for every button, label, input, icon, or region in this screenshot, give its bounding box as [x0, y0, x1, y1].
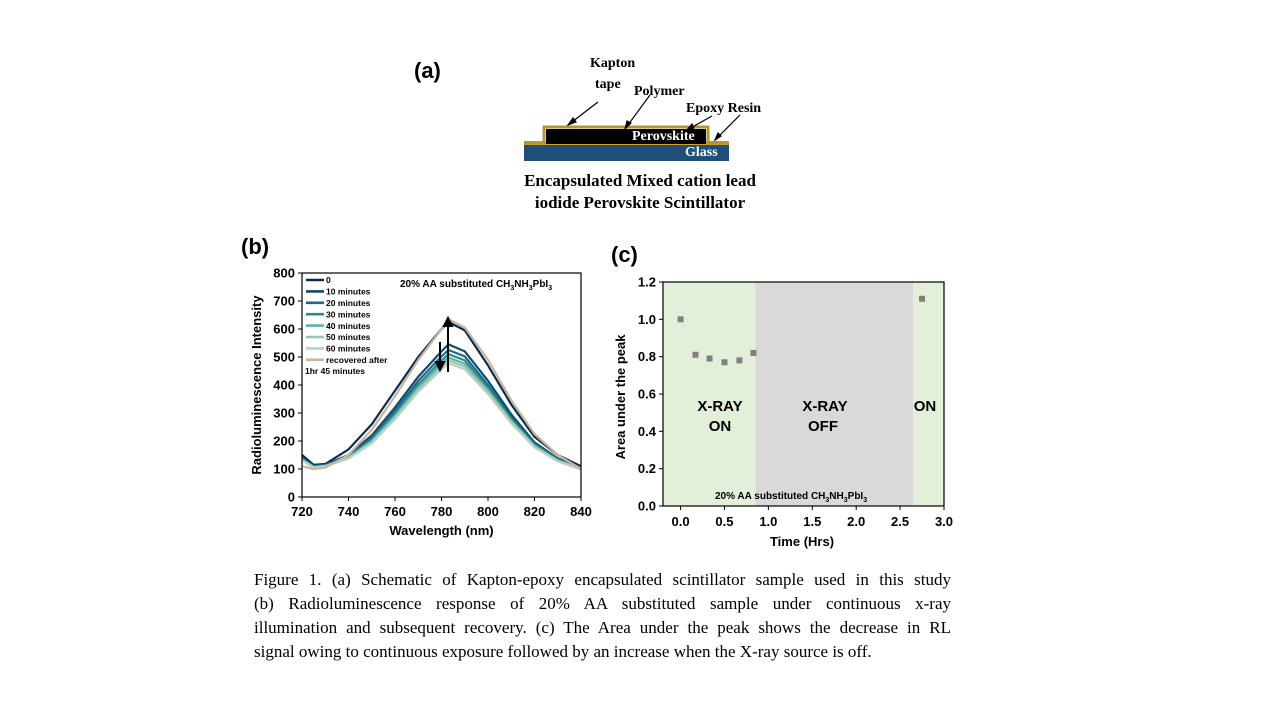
b-legend-label-6: 60 minutes [326, 344, 371, 354]
c-x-tick-label: 1.0 [759, 514, 777, 529]
b-x-axis-label: Wavelength (nm) [389, 523, 493, 538]
c-x-tick-label: 3.0 [935, 514, 953, 529]
epoxy-resin-label: Epoxy Resin [686, 101, 762, 116]
c-x-tick-label: 2.0 [847, 514, 865, 529]
b-y-tick-label: 600 [273, 322, 295, 337]
c-y-tick-label: 0.0 [638, 499, 656, 514]
c-x-tick-label: 0.5 [715, 514, 733, 529]
b-axes: 720 740 760 780 800 820 840 0 100 200 300 400 500 600… [249, 266, 592, 539]
schematic-caption-line1: Encapsulated Mixed cation lead [524, 171, 756, 190]
b-y-tick-label: 200 [273, 434, 295, 449]
c-y-axis-label: Area under the peak [613, 334, 628, 460]
c-y-tick-label: 0.6 [638, 387, 656, 402]
perovskite-layer [546, 129, 706, 144]
figure-caption: Figure 1. (a) Schematic of Kapton-epoxy … [254, 568, 951, 664]
schematic-caption: Encapsulated Mixed cation lead iodide Pe… [480, 170, 800, 214]
caption-line-3: illumination and subsequent recovery. (c… [254, 618, 951, 637]
b-legend-label-4: 40 minutes [326, 321, 371, 331]
c-off-label-line1: X-RAY [802, 398, 847, 415]
b-legend-label-5: 50 minutes [326, 332, 371, 342]
c-x-tick-label: 2.5 [891, 514, 909, 529]
perovskite-label: Perovskite [632, 129, 695, 144]
c-y-tick-label: 1.2 [638, 275, 656, 290]
c-data-point-1 [692, 351, 699, 358]
c-y-tick-label: 0.4 [638, 424, 657, 439]
c-region-on-0 [663, 282, 756, 506]
b-x-tick-label: 720 [291, 504, 313, 519]
b-x-tick-label: 840 [570, 504, 592, 519]
radioluminescence-chart: 720 740 760 780 800 820 840 0 100 200 300 400 500 600… [249, 266, 592, 539]
glass-layer [524, 145, 729, 161]
c-regions [663, 282, 944, 506]
c-y-tick-label: 0.8 [638, 349, 656, 364]
b-x-tick-label: 820 [524, 504, 546, 519]
b-y-axis-label: Radioluminescence Intensity [249, 295, 264, 475]
encapsulation-schematic [524, 94, 741, 161]
schematic-caption-line2: iodide Perovskite Scintillator [534, 193, 746, 212]
b-legend-label-2: 20 minutes [326, 298, 371, 308]
b-y-tick-label: 800 [273, 266, 295, 281]
c-x-axis-label: Time (Hrs) [770, 534, 834, 549]
polymer-label: Polymer [634, 84, 685, 99]
c-data-point-2 [706, 355, 713, 362]
b-x-tick-label: 740 [338, 504, 360, 519]
c-on2-label: ON [914, 398, 937, 415]
b-series-line-6 [301, 362, 582, 471]
caption-line-2: (b) Radioluminescence response of 20% AA… [254, 594, 951, 613]
b-peak-arrows [434, 315, 454, 373]
b-legend-label-7: recovered after [326, 355, 388, 365]
b-x-tick-label: 780 [431, 504, 453, 519]
b-y-tick-label: 500 [273, 350, 295, 365]
c-x-tick-label: 0.0 [672, 514, 690, 529]
glass-label: Glass [685, 145, 718, 160]
b-x-tick-label: 800 [477, 504, 499, 519]
b-legend-extra: 1hr 45 minutes [305, 366, 365, 376]
b-y-tick-label: 400 [273, 378, 295, 393]
c-region-off-1 [755, 282, 914, 506]
c-y-tick-label: 1.0 [638, 312, 656, 327]
b-x-tick-label: 760 [384, 504, 406, 519]
b-annotation: 20% AA substituted CH3NH3PbI3 [400, 279, 552, 292]
c-data-point-3 [721, 359, 728, 366]
c-on-label-line2: ON [709, 418, 732, 435]
b-series-line-7 [301, 318, 582, 471]
caption-line-4: signal owing to continuous exposure foll… [254, 642, 872, 661]
c-y-tick-label: 0.2 [638, 461, 656, 476]
b-legend-label-1: 10 minutes [326, 287, 371, 297]
b-legend-label-3: 30 minutes [326, 309, 371, 319]
c-x-tick-label: 1.5 [803, 514, 821, 529]
schematic-arrows [566, 94, 741, 142]
b-y-tick-label: 300 [273, 406, 295, 421]
c-axes: 0.0 0.5 1.0 1.5 2.0 2.5 3.0 0.0 0.2 0.4 0.6 0.8 1.0 1… [613, 275, 953, 550]
b-y-tick-label: 0 [288, 490, 295, 505]
c-annotation: 20% AA substituted CH3NH3PbI3 [715, 491, 867, 504]
panel-c-label: (c) [611, 242, 638, 267]
kapton-label-line1: Kapton [590, 56, 636, 71]
b-y-tick-label: 100 [273, 462, 295, 477]
c-data-point-0 [677, 316, 684, 323]
c-data-point-4 [736, 357, 743, 364]
kapton-label-line2: tape [595, 77, 621, 92]
panel-b-label: (b) [241, 234, 270, 259]
c-on-label-line1: X-RAY [697, 398, 742, 415]
c-points [677, 295, 926, 366]
b-y-tick-label: 700 [273, 294, 295, 309]
c-data-point-6 [919, 295, 926, 302]
c-data-point-5 [750, 349, 757, 356]
panel-a-label: (a) [414, 58, 441, 83]
c-region-on-2 [913, 282, 944, 506]
c-off-label-line2: OFF [808, 418, 838, 435]
caption-line-1: Figure 1. (a) Schematic of Kapton-epoxy … [254, 570, 951, 589]
area-under-peak-chart: 0.0 0.5 1.0 1.5 2.0 2.5 3.0 0.0 0.2 0.4 0.6 0.8 1.0 1… [613, 275, 953, 550]
b-legend-label-0: 0 [326, 275, 331, 285]
